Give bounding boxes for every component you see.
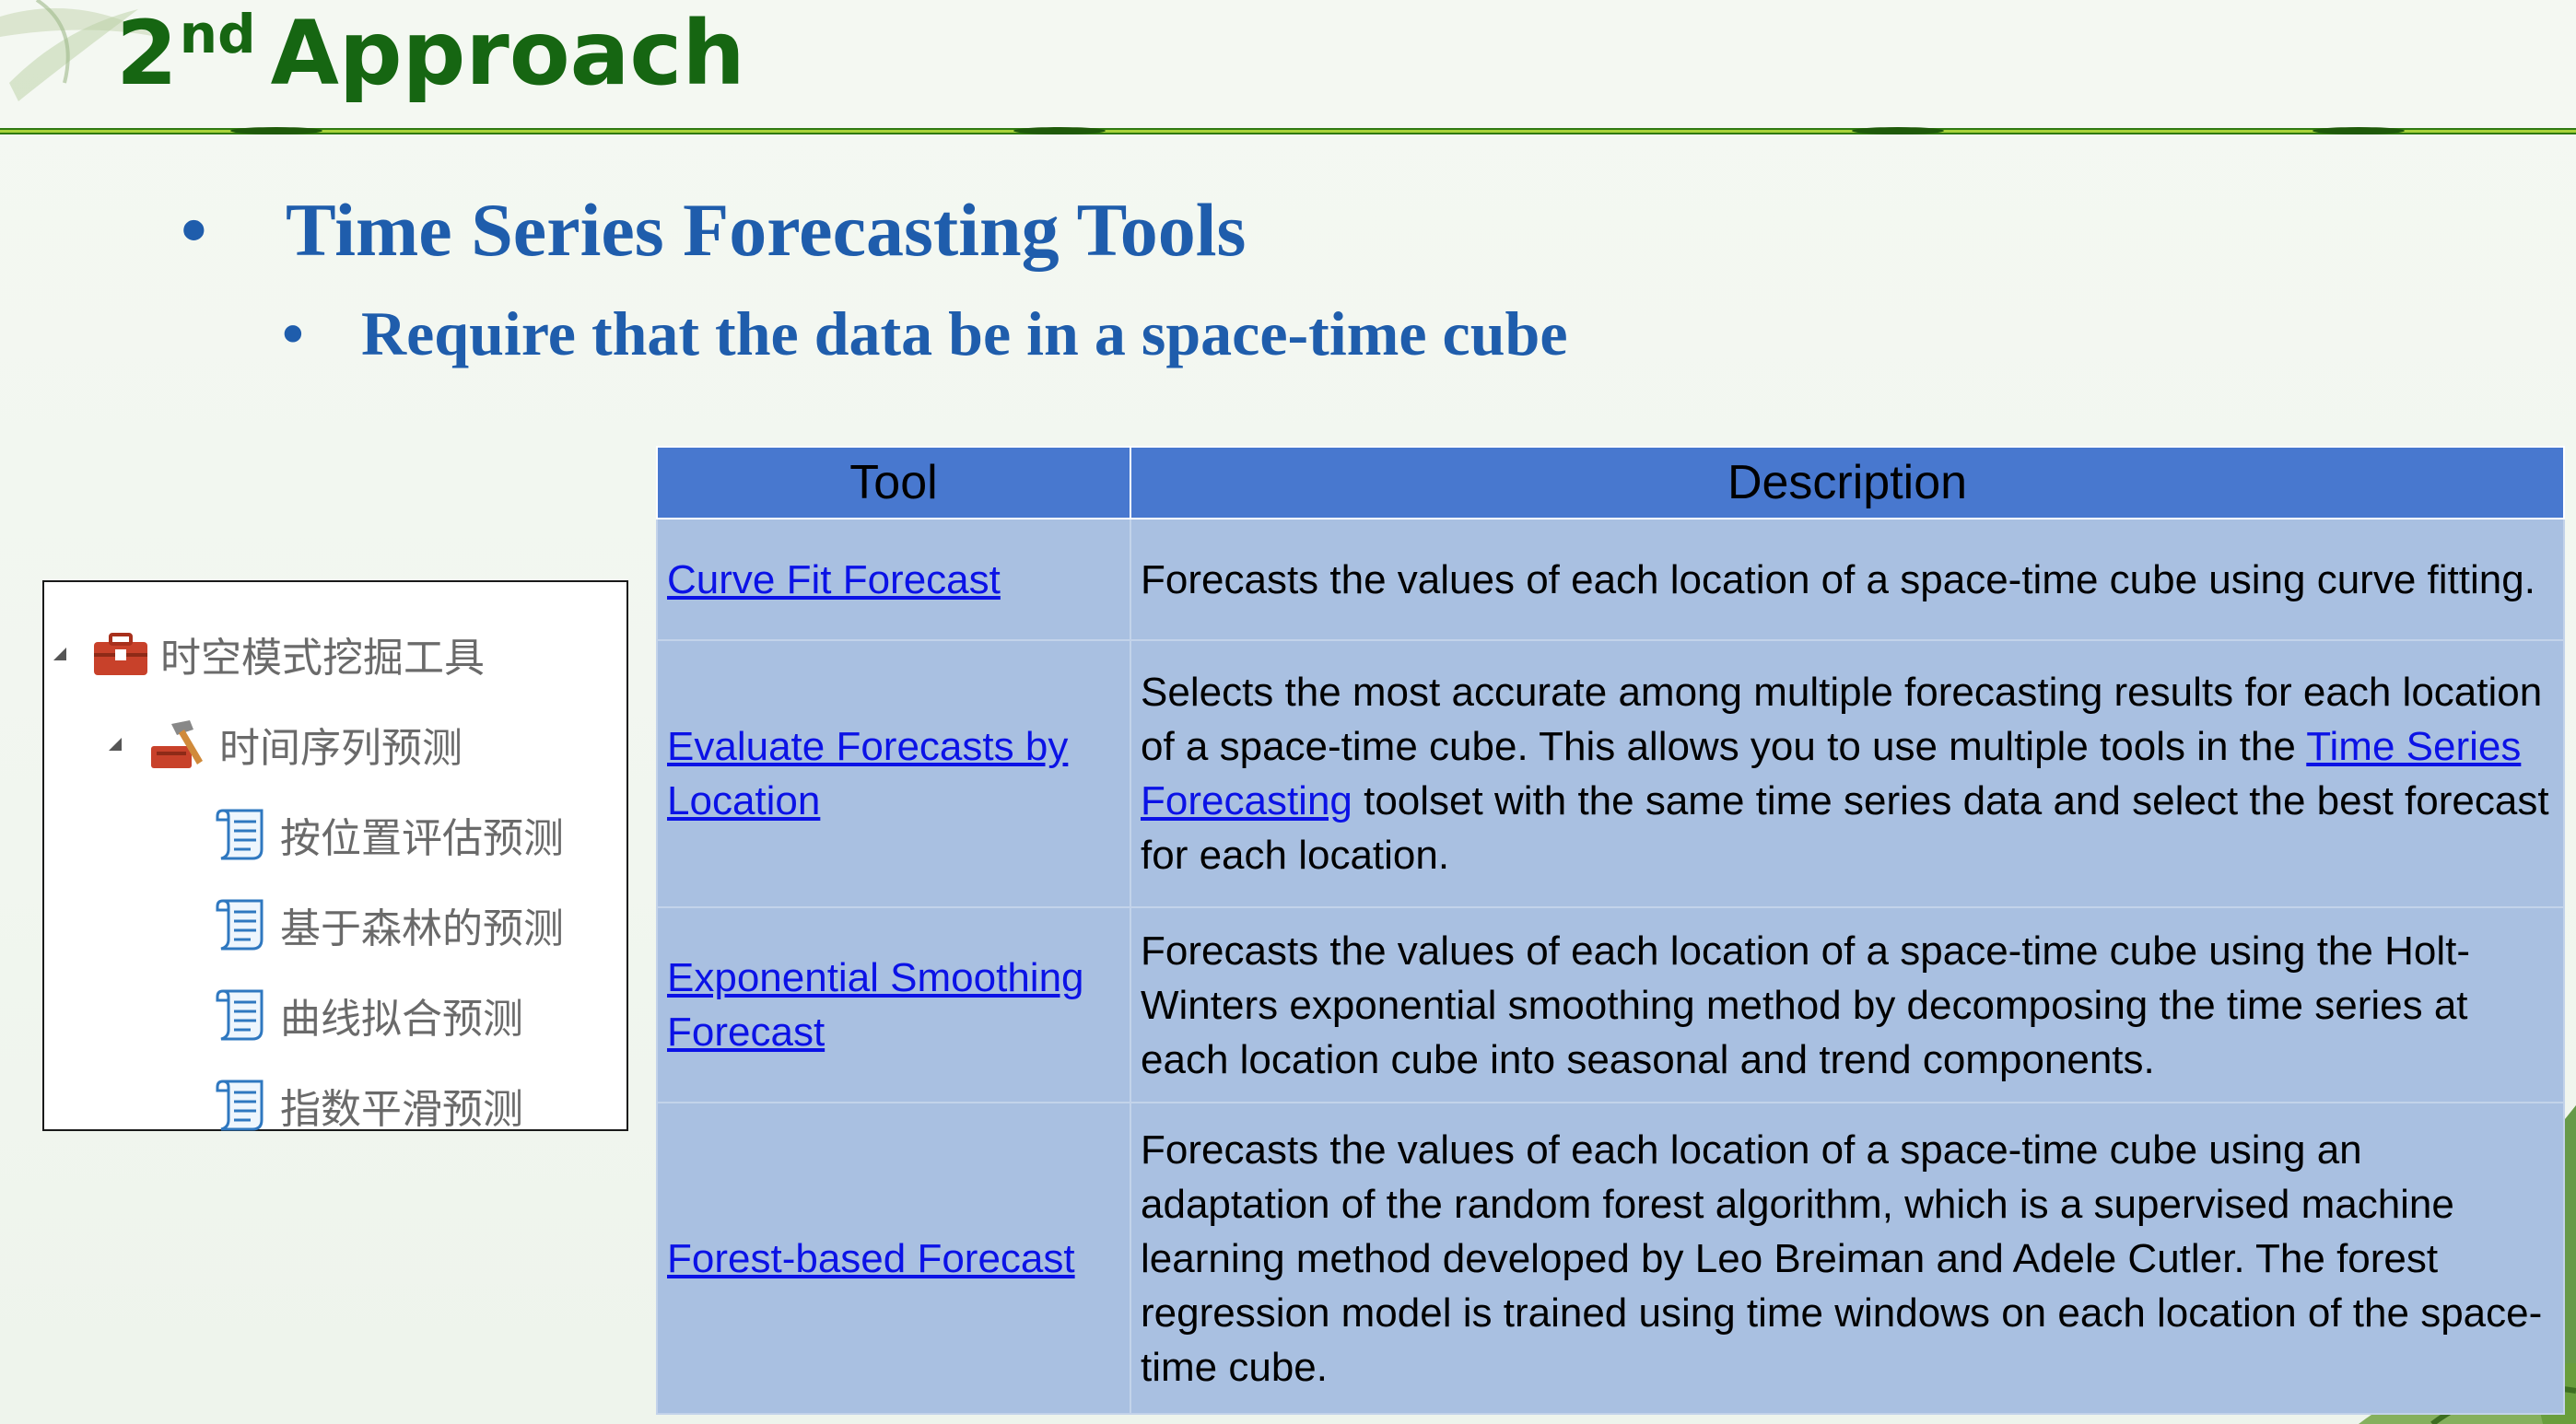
table-row: Curve Fit Forecast Forecasts the values … xyxy=(656,518,2565,641)
tool-link-forest-based-forecast[interactable]: Forest-based Forecast xyxy=(667,1235,1075,1281)
toolbox-icon xyxy=(94,633,147,675)
expand-arrow-icon[interactable] xyxy=(53,648,66,660)
tree-item-label: 基于森林的预测 xyxy=(280,905,564,952)
table-row: Forest-based Forecast Forecasts the valu… xyxy=(656,1102,2565,1415)
tree-item-label: 指数平滑预测 xyxy=(280,1086,523,1133)
tool-cell: Exponential Smoothing Forecast xyxy=(656,906,1131,1103)
tree-item-toolset[interactable]: 时间序列预测 xyxy=(109,715,463,774)
slide-title: 2nd Approach xyxy=(116,2,745,117)
tool-cell: Evaluate Forecasts by Location xyxy=(656,639,1131,908)
description-cell: Forecasts the values of each location of… xyxy=(1130,1102,2565,1415)
tree-item-tool[interactable]: 按位置评估预测 xyxy=(216,805,564,864)
tools-table-container: Tool Description Curve Fit Forecast Fore… xyxy=(656,446,2565,1415)
script-tool-icon xyxy=(216,899,263,951)
column-header-tool: Tool xyxy=(656,446,1131,519)
tree-item-toolbox[interactable]: 时空模式挖掘工具 xyxy=(53,624,485,683)
expand-arrow-icon[interactable] xyxy=(109,738,122,751)
tree-item-label: 按位置评估预测 xyxy=(280,815,564,862)
tree-item-label: 时间序列预测 xyxy=(219,725,463,772)
description-cell: Selects the most accurate among multiple… xyxy=(1130,639,2565,908)
tree-item-tool[interactable]: 曲线拟合预测 xyxy=(216,986,523,1045)
script-tool-icon xyxy=(216,989,263,1041)
description-text: toolset with the same time series data a… xyxy=(1141,778,2549,878)
tool-link-evaluate-forecasts-by-location[interactable]: Evaluate Forecasts by Location xyxy=(667,724,1069,823)
tree-item-label: 曲线拟合预测 xyxy=(280,996,523,1043)
table-row: Evaluate Forecasts by Location Selects t… xyxy=(656,639,2565,908)
title-divider xyxy=(0,127,2576,134)
description-cell: Forecasts the values of each location of… xyxy=(1130,518,2565,641)
tool-link-curve-fit-forecast[interactable]: Curve Fit Forecast xyxy=(667,556,1001,602)
description-cell: Forecasts the values of each location of… xyxy=(1130,906,2565,1103)
description-text: Selects the most accurate among multiple… xyxy=(1141,670,2543,769)
title-superscript: nd xyxy=(179,3,256,65)
script-tool-icon xyxy=(216,1080,263,1131)
tool-cell: Curve Fit Forecast xyxy=(656,518,1131,641)
tools-table: Tool Description Curve Fit Forecast Fore… xyxy=(656,446,2565,1415)
bullet-symbol: • xyxy=(181,188,207,272)
column-header-description: Description xyxy=(1130,446,2565,519)
table-row: Exponential Smoothing Forecast Forecasts… xyxy=(656,906,2565,1103)
tree-item-tool[interactable]: 基于森林的预测 xyxy=(216,895,564,954)
tree-item-label: 时空模式挖掘工具 xyxy=(160,635,485,682)
tool-link-exponential-smoothing-forecast[interactable]: Exponential Smoothing Forecast xyxy=(667,955,1084,1055)
tool-cell: Forest-based Forecast xyxy=(656,1102,1131,1415)
toolset-hammer-icon xyxy=(151,720,203,768)
toolbox-tree: 时空模式挖掘工具 时间序列预测 按位置评估预测 xyxy=(42,580,628,1133)
toolset-link-time-series-forecasting[interactable]: Time Series Forecasting xyxy=(1141,724,2522,823)
bullet-symbol: • xyxy=(282,298,304,368)
script-tool-icon xyxy=(216,809,263,860)
table-header-row: Tool Description xyxy=(656,446,2565,519)
bullet-text: Require that the data be in a space-time… xyxy=(361,298,1568,368)
tree-item-tool[interactable]: 指数平滑预测 xyxy=(216,1076,523,1135)
title-number: 2 xyxy=(116,2,178,105)
bullet-text: Time Series Forecasting Tools xyxy=(286,188,1247,272)
title-word: Approach xyxy=(270,2,745,105)
